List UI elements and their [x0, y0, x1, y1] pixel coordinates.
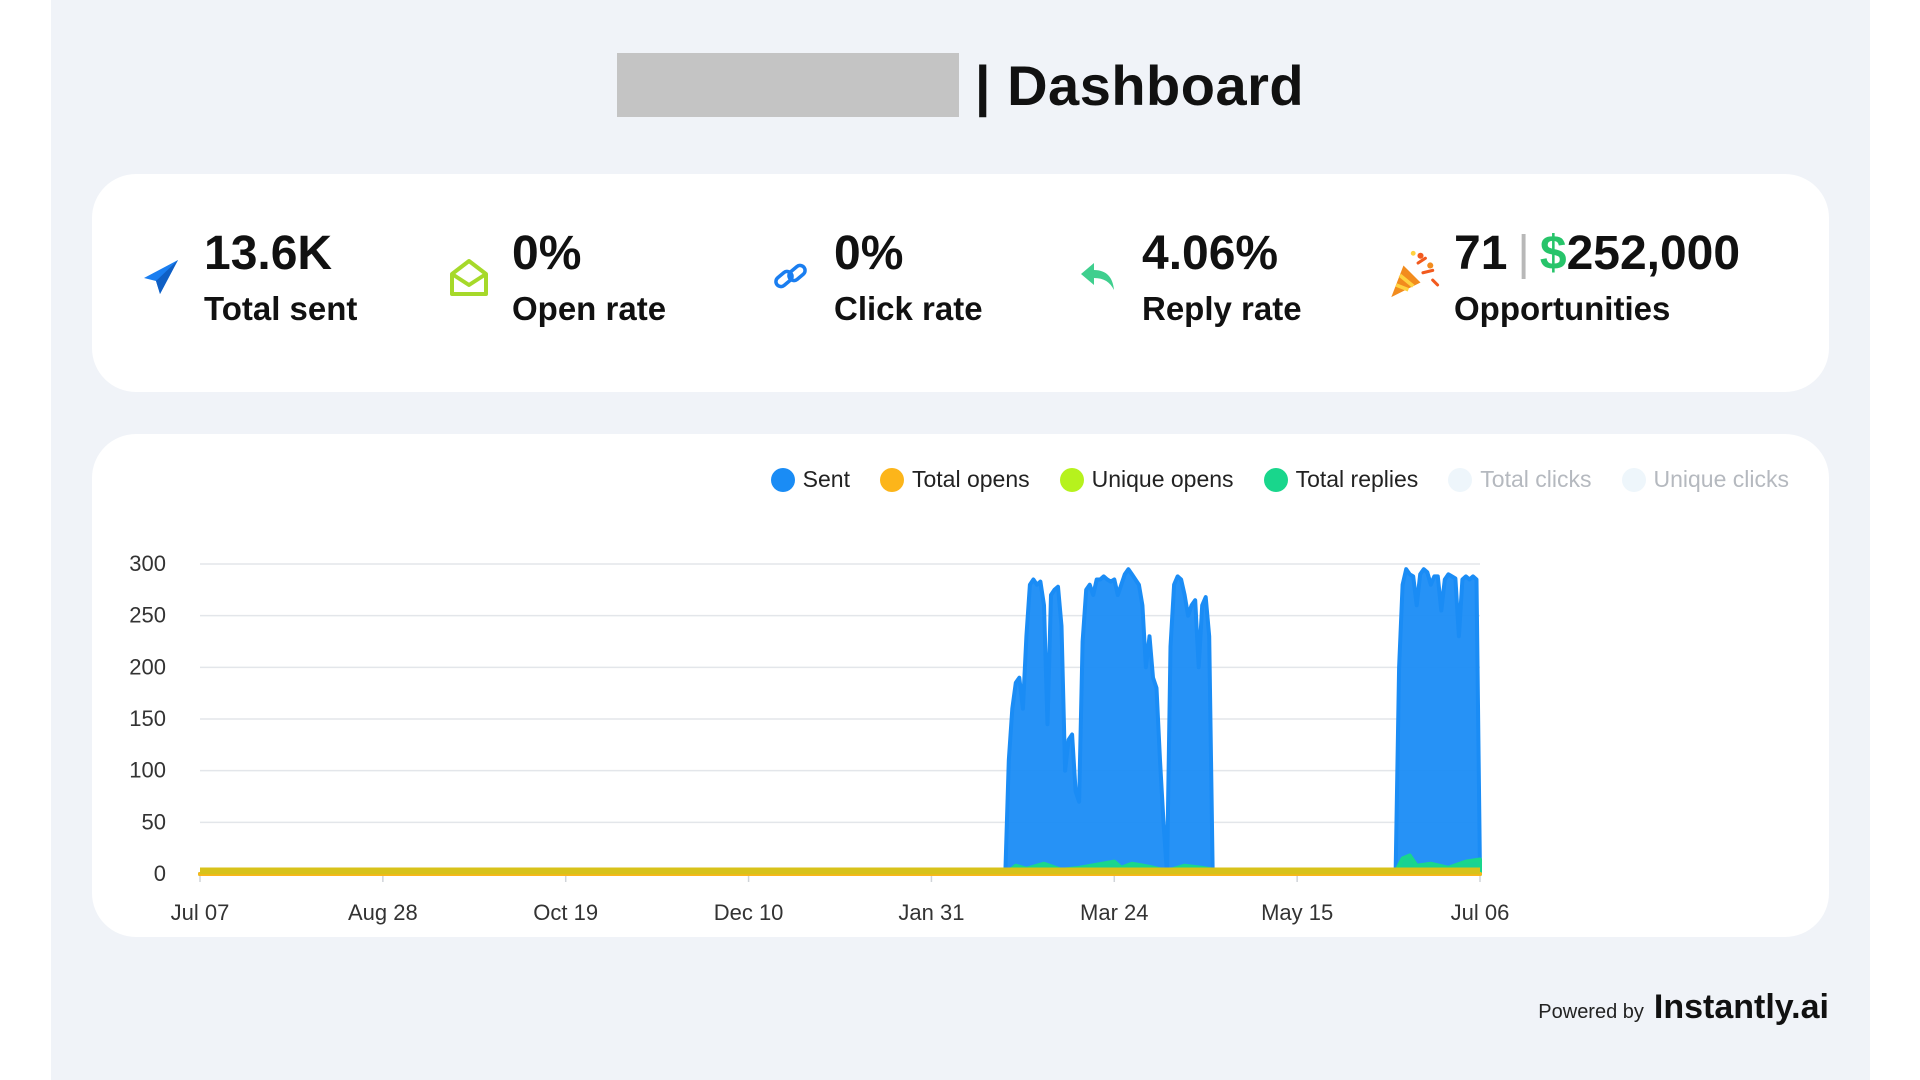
legend-item-total-opens[interactable]: Total opens — [879, 466, 1030, 493]
page-title: | Dashboard — [974, 53, 1305, 117]
click-rate-label: Click rate — [834, 290, 983, 327]
y-tick-label: 50 — [142, 809, 166, 834]
total-sent-label: Total sent — [204, 290, 358, 327]
total-sent-value: 13.6K — [204, 227, 333, 280]
party-popper-icon — [1391, 250, 1440, 298]
chart-plot: 0 50 100 150 200 250 300 Jul 07 Aug 28 Oct 19 Dec … — [129, 551, 1510, 925]
chart-card: Sent Total opens Unique opens Total repl… — [92, 434, 1829, 937]
stats-card: 13.6K Total sent 0% Open rate 0% Click r… — [92, 174, 1829, 392]
open-rate-label: Open rate — [512, 290, 667, 327]
envelope-open-icon — [450, 259, 488, 296]
send-icon — [144, 260, 178, 294]
series-area-sent — [198, 567, 1482, 876]
reply-rate-value: 4.06% — [1142, 227, 1279, 280]
x-tick-label: Jul 07 — [171, 900, 230, 925]
y-tick-label: 300 — [129, 551, 166, 576]
powered-by-text: Powered by — [1538, 1001, 1644, 1023]
click-rate-value: 0% — [834, 227, 904, 280]
legend-dot-total-clicks — [1448, 467, 1473, 492]
legend-item-unique-clicks[interactable]: Unique clicks — [1621, 466, 1790, 493]
legend-dot-unique-opens — [1059, 467, 1084, 492]
x-tick-label: Jan 31 — [898, 900, 964, 925]
legend-item-total-clicks[interactable]: Total clicks — [1448, 466, 1592, 493]
y-tick-label: 250 — [129, 603, 166, 628]
footer: Powered by Instantly.ai — [1538, 988, 1829, 1027]
currency-symbol: $ — [1539, 227, 1567, 280]
x-tick-label: Dec 10 — [714, 900, 784, 925]
y-tick-label: 100 — [129, 758, 166, 783]
legend-item-unique-opens[interactable]: Unique opens — [1059, 466, 1234, 493]
legend-label-total-opens: Total opens — [911, 466, 1030, 492]
opportunities-label: Opportunities — [1454, 290, 1671, 327]
x-tick-label: Jul 06 — [1451, 900, 1510, 925]
x-tick-label: Aug 28 — [348, 900, 418, 925]
link-icon — [774, 263, 807, 289]
y-tick-label: 0 — [154, 861, 166, 886]
x-tick-label: Oct 19 — [533, 900, 598, 925]
opportunities-value: 71 | $252,000 — [1454, 226, 1740, 281]
chart-legend: Sent Total opens Unique opens Total repl… — [770, 466, 1790, 493]
legend-label-unique-opens: Unique opens — [1091, 466, 1234, 492]
page-header: | Dashboard — [51, 50, 1870, 120]
legend-dot-total-replies — [1263, 467, 1288, 492]
opportunities-separator: | — [1517, 227, 1530, 280]
dashboard-page: | Dashboard 13.6K Total sent 0% Open rat… — [51, 0, 1870, 1080]
brand-logo[interactable]: Instantly.ai — [1653, 988, 1829, 1026]
redacted-company-name — [616, 53, 959, 117]
legend-dot-unique-clicks — [1621, 467, 1646, 492]
legend-label-total-clicks: Total clicks — [1480, 466, 1592, 492]
legend-item-total-replies[interactable]: Total replies — [1263, 466, 1419, 493]
reply-rate-label: Reply rate — [1142, 290, 1302, 327]
y-tick-label: 150 — [129, 706, 166, 731]
x-tick-label: Mar 24 — [1080, 900, 1148, 925]
opportunities-count: 71 — [1454, 227, 1508, 280]
y-tick-label: 200 — [129, 654, 166, 679]
legend-dot-sent — [770, 467, 795, 492]
open-rate-value: 0% — [512, 227, 582, 280]
legend-item-sent[interactable]: Sent — [770, 466, 850, 493]
opportunities-amount: 252,000 — [1566, 227, 1741, 280]
x-tick-label: May 15 — [1261, 900, 1333, 925]
reply-icon — [1081, 263, 1114, 290]
legend-label-total-replies: Total replies — [1295, 466, 1419, 492]
legend-label-unique-clicks: Unique clicks — [1653, 466, 1790, 492]
legend-dot-total-opens — [879, 467, 904, 492]
legend-label-sent: Sent — [802, 466, 850, 492]
